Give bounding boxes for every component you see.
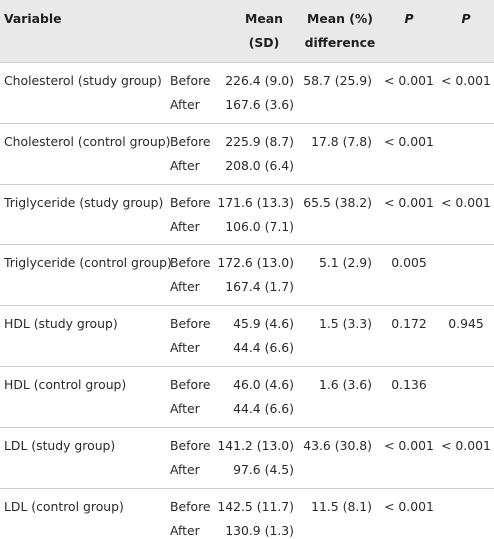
p-value: 0.172: [391, 316, 427, 331]
p-value-between-groups: 0.945: [448, 316, 484, 331]
before-label: Before: [170, 134, 211, 149]
after-mean: 130.9 (1.3): [225, 523, 294, 538]
before-label: Before: [170, 255, 211, 270]
after-label: After: [170, 462, 200, 477]
row-divider: [0, 62, 494, 63]
after-mean: 106.0 (7.1): [225, 219, 294, 234]
variable-name: HDL (study group): [4, 316, 118, 331]
variable-name: Triglyceride (study group): [4, 195, 164, 210]
row-divider: [0, 305, 494, 306]
before-mean: 226.4 (9.0): [225, 73, 294, 88]
header-p1: P: [404, 11, 414, 26]
before-mean: 225.9 (8.7): [225, 134, 294, 149]
after-mean: 44.4 (6.6): [233, 340, 294, 355]
mean-difference: 1.6 (3.6): [318, 377, 372, 392]
before-mean: 46.0 (4.6): [233, 377, 294, 392]
mean-difference: 11.5 (8.1): [311, 499, 372, 514]
p-value: < 0.001: [384, 438, 434, 453]
before-label: Before: [170, 499, 211, 514]
after-mean: 97.6 (4.5): [233, 462, 294, 477]
header-diff-line2: difference: [304, 35, 376, 50]
before-mean: 171.6 (13.3): [217, 195, 294, 210]
variable-name: LDL (control group): [4, 499, 124, 514]
mean-difference: 17.8 (7.8): [311, 134, 372, 149]
p-value: < 0.001: [384, 134, 434, 149]
header-variable: Variable: [4, 11, 62, 26]
before-label: Before: [170, 73, 211, 88]
p-value: 0.136: [391, 377, 427, 392]
variable-name: Triglyceride (control group): [4, 255, 172, 270]
before-mean: 172.6 (13.0): [217, 255, 294, 270]
row-divider: [0, 488, 494, 489]
p-value: < 0.001: [384, 195, 434, 210]
before-label: Before: [170, 377, 211, 392]
after-label: After: [170, 401, 200, 416]
after-mean: 44.4 (6.6): [233, 401, 294, 416]
before-label: Before: [170, 195, 211, 210]
p-value-between-groups: < 0.001: [441, 73, 491, 88]
mean-difference: 1.5 (3.3): [318, 316, 372, 331]
mean-difference: 65.5 (38.2): [303, 195, 372, 210]
variable-name: Cholesterol (study group): [4, 73, 162, 88]
mean-difference: 58.7 (25.9): [303, 73, 372, 88]
after-label: After: [170, 523, 200, 538]
before-label: Before: [170, 438, 211, 453]
before-mean: 45.9 (4.6): [233, 316, 294, 331]
header-p2: P: [461, 11, 471, 26]
before-label: Before: [170, 316, 211, 331]
after-mean: 167.6 (3.6): [225, 97, 294, 112]
p-value: < 0.001: [384, 73, 434, 88]
after-label: After: [170, 97, 200, 112]
after-label: After: [170, 158, 200, 173]
variable-name: HDL (control group): [4, 377, 127, 392]
p-value: 0.005: [391, 255, 427, 270]
p-value: < 0.001: [384, 499, 434, 514]
after-mean: 167.4 (1.7): [225, 279, 294, 294]
before-mean: 142.5 (11.7): [217, 499, 294, 514]
variable-name: LDL (study group): [4, 438, 116, 453]
after-label: After: [170, 219, 200, 234]
row-divider: [0, 244, 494, 245]
row-divider: [0, 427, 494, 428]
row-divider: [0, 123, 494, 124]
header-diff-line1: Mean (%): [307, 11, 373, 26]
mean-difference: 43.6 (30.8): [303, 438, 372, 453]
header-row: [0, 0, 494, 62]
row-divider: [0, 366, 494, 367]
row-divider: [0, 184, 494, 185]
p-value-between-groups: < 0.001: [441, 195, 491, 210]
mean-difference: 5.1 (2.9): [318, 255, 372, 270]
header-mean-line1: Mean: [245, 11, 283, 26]
after-label: After: [170, 340, 200, 355]
header-mean-line2: (SD): [248, 35, 280, 50]
p-value-between-groups: < 0.001: [441, 438, 491, 453]
after-label: After: [170, 279, 200, 294]
after-mean: 208.0 (6.4): [225, 158, 294, 173]
variable-name: Cholesterol (control group): [4, 134, 171, 149]
before-mean: 141.2 (13.0): [217, 438, 294, 453]
